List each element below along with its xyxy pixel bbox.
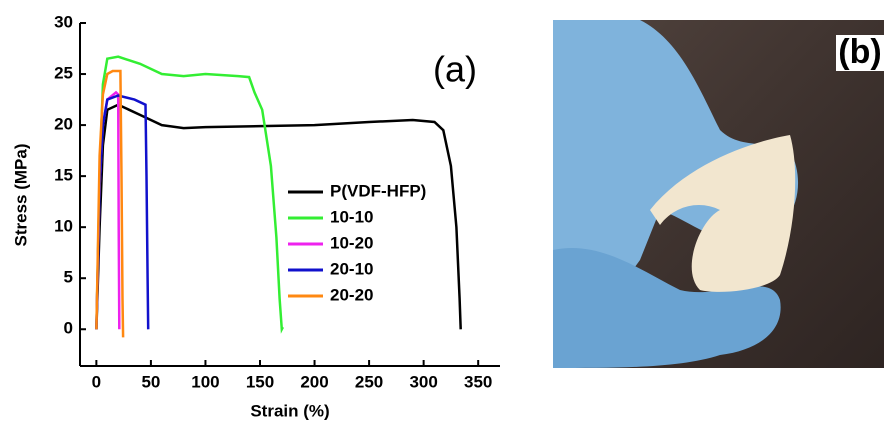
photo: (b) xyxy=(553,20,884,368)
legend-label: 10-10 xyxy=(330,207,373,226)
legend-label: 10-20 xyxy=(330,233,373,252)
series-line xyxy=(95,94,150,330)
photo-label-box xyxy=(836,35,884,71)
y-tick-label: 30 xyxy=(54,12,73,31)
x-tick-label: 100 xyxy=(191,372,219,391)
y-tick-label: 25 xyxy=(54,64,73,83)
series-line xyxy=(95,69,125,338)
y-tick-label: 5 xyxy=(64,268,73,287)
legend-label: P(VDF-HFP) xyxy=(330,181,426,200)
x-tick-label: 350 xyxy=(464,372,492,391)
panel-label: (a) xyxy=(433,49,477,90)
x-tick-label: 150 xyxy=(246,372,274,391)
legend-label: 20-10 xyxy=(330,259,373,278)
y-axis-label: Stress (MPa) xyxy=(11,144,30,247)
x-tick-label: 300 xyxy=(409,372,437,391)
y-tick-label: 20 xyxy=(54,115,73,134)
y-tick-label: 0 xyxy=(64,319,73,338)
x-tick-label: 0 xyxy=(92,372,101,391)
series-line xyxy=(95,103,462,330)
film xyxy=(650,135,796,292)
legend-label: 20-20 xyxy=(330,285,373,304)
glove-bottom xyxy=(553,248,781,368)
x-tick-label: 50 xyxy=(141,372,160,391)
chart: (a) Strain (%) Stress (MPa) 0 5 10 15 20 25 30… xyxy=(11,12,500,420)
x-tick-label: 250 xyxy=(355,372,383,391)
y-tick-label: 15 xyxy=(54,166,73,185)
x-axis-label: Strain (%) xyxy=(250,401,329,420)
series-line xyxy=(95,55,285,334)
x-tick-label: 200 xyxy=(300,372,328,391)
photo-label: (b) xyxy=(838,33,881,71)
y-tick-label: 10 xyxy=(54,217,73,236)
